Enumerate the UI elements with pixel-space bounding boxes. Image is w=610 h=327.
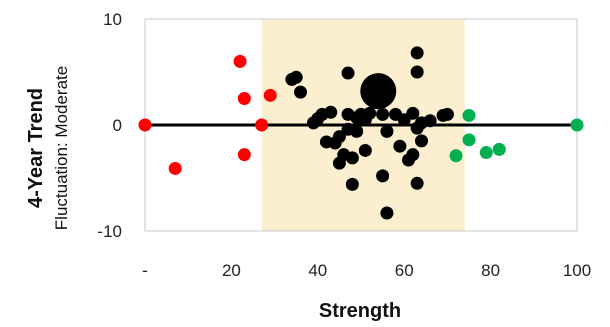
data-point [406, 148, 420, 162]
highlight-point [360, 73, 397, 110]
data-point [289, 70, 303, 84]
x-tick-label: 100 [563, 261, 591, 280]
data-point [410, 65, 424, 79]
data-point [233, 54, 247, 68]
data-point [406, 106, 420, 120]
y-axis-title: 4-Year Trend [25, 88, 47, 208]
data-point [341, 66, 355, 80]
data-point [263, 88, 277, 102]
data-point [345, 177, 359, 191]
data-point [237, 148, 251, 162]
x-tick-label: 80 [481, 261, 500, 280]
data-point [414, 134, 428, 148]
y-axis-subtitle: Fluctuation: Moderate [52, 66, 71, 230]
data-point [380, 124, 394, 138]
y-tick-label: 0 [113, 116, 122, 135]
data-point [380, 206, 394, 220]
data-point [570, 118, 584, 132]
data-point [423, 114, 437, 128]
data-point [363, 106, 377, 120]
data-point [332, 130, 346, 144]
data-point [462, 133, 476, 147]
data-point [376, 107, 390, 121]
x-tick-label: - [142, 261, 148, 280]
y-tick-label: -10 [97, 222, 122, 241]
data-point [410, 176, 424, 190]
data-point [345, 151, 359, 165]
data-point [324, 105, 338, 119]
data-point [294, 85, 308, 99]
data-point [410, 46, 424, 60]
data-point [255, 118, 269, 132]
data-point [168, 161, 182, 175]
x-tick-label: 20 [222, 261, 241, 280]
data-point [376, 169, 390, 183]
data-point [440, 107, 454, 121]
x-axis-title: Strength [319, 300, 401, 322]
data-point [358, 143, 372, 157]
data-point [449, 149, 463, 163]
data-point [138, 118, 152, 132]
data-point [393, 139, 407, 153]
x-tick-label: 40 [308, 261, 327, 280]
data-point [492, 142, 506, 156]
y-tick-label: 10 [103, 10, 122, 29]
data-point [479, 146, 493, 160]
data-point [350, 124, 364, 138]
x-tick-label: 60 [395, 261, 414, 280]
data-point [462, 108, 476, 122]
data-point [237, 92, 251, 105]
